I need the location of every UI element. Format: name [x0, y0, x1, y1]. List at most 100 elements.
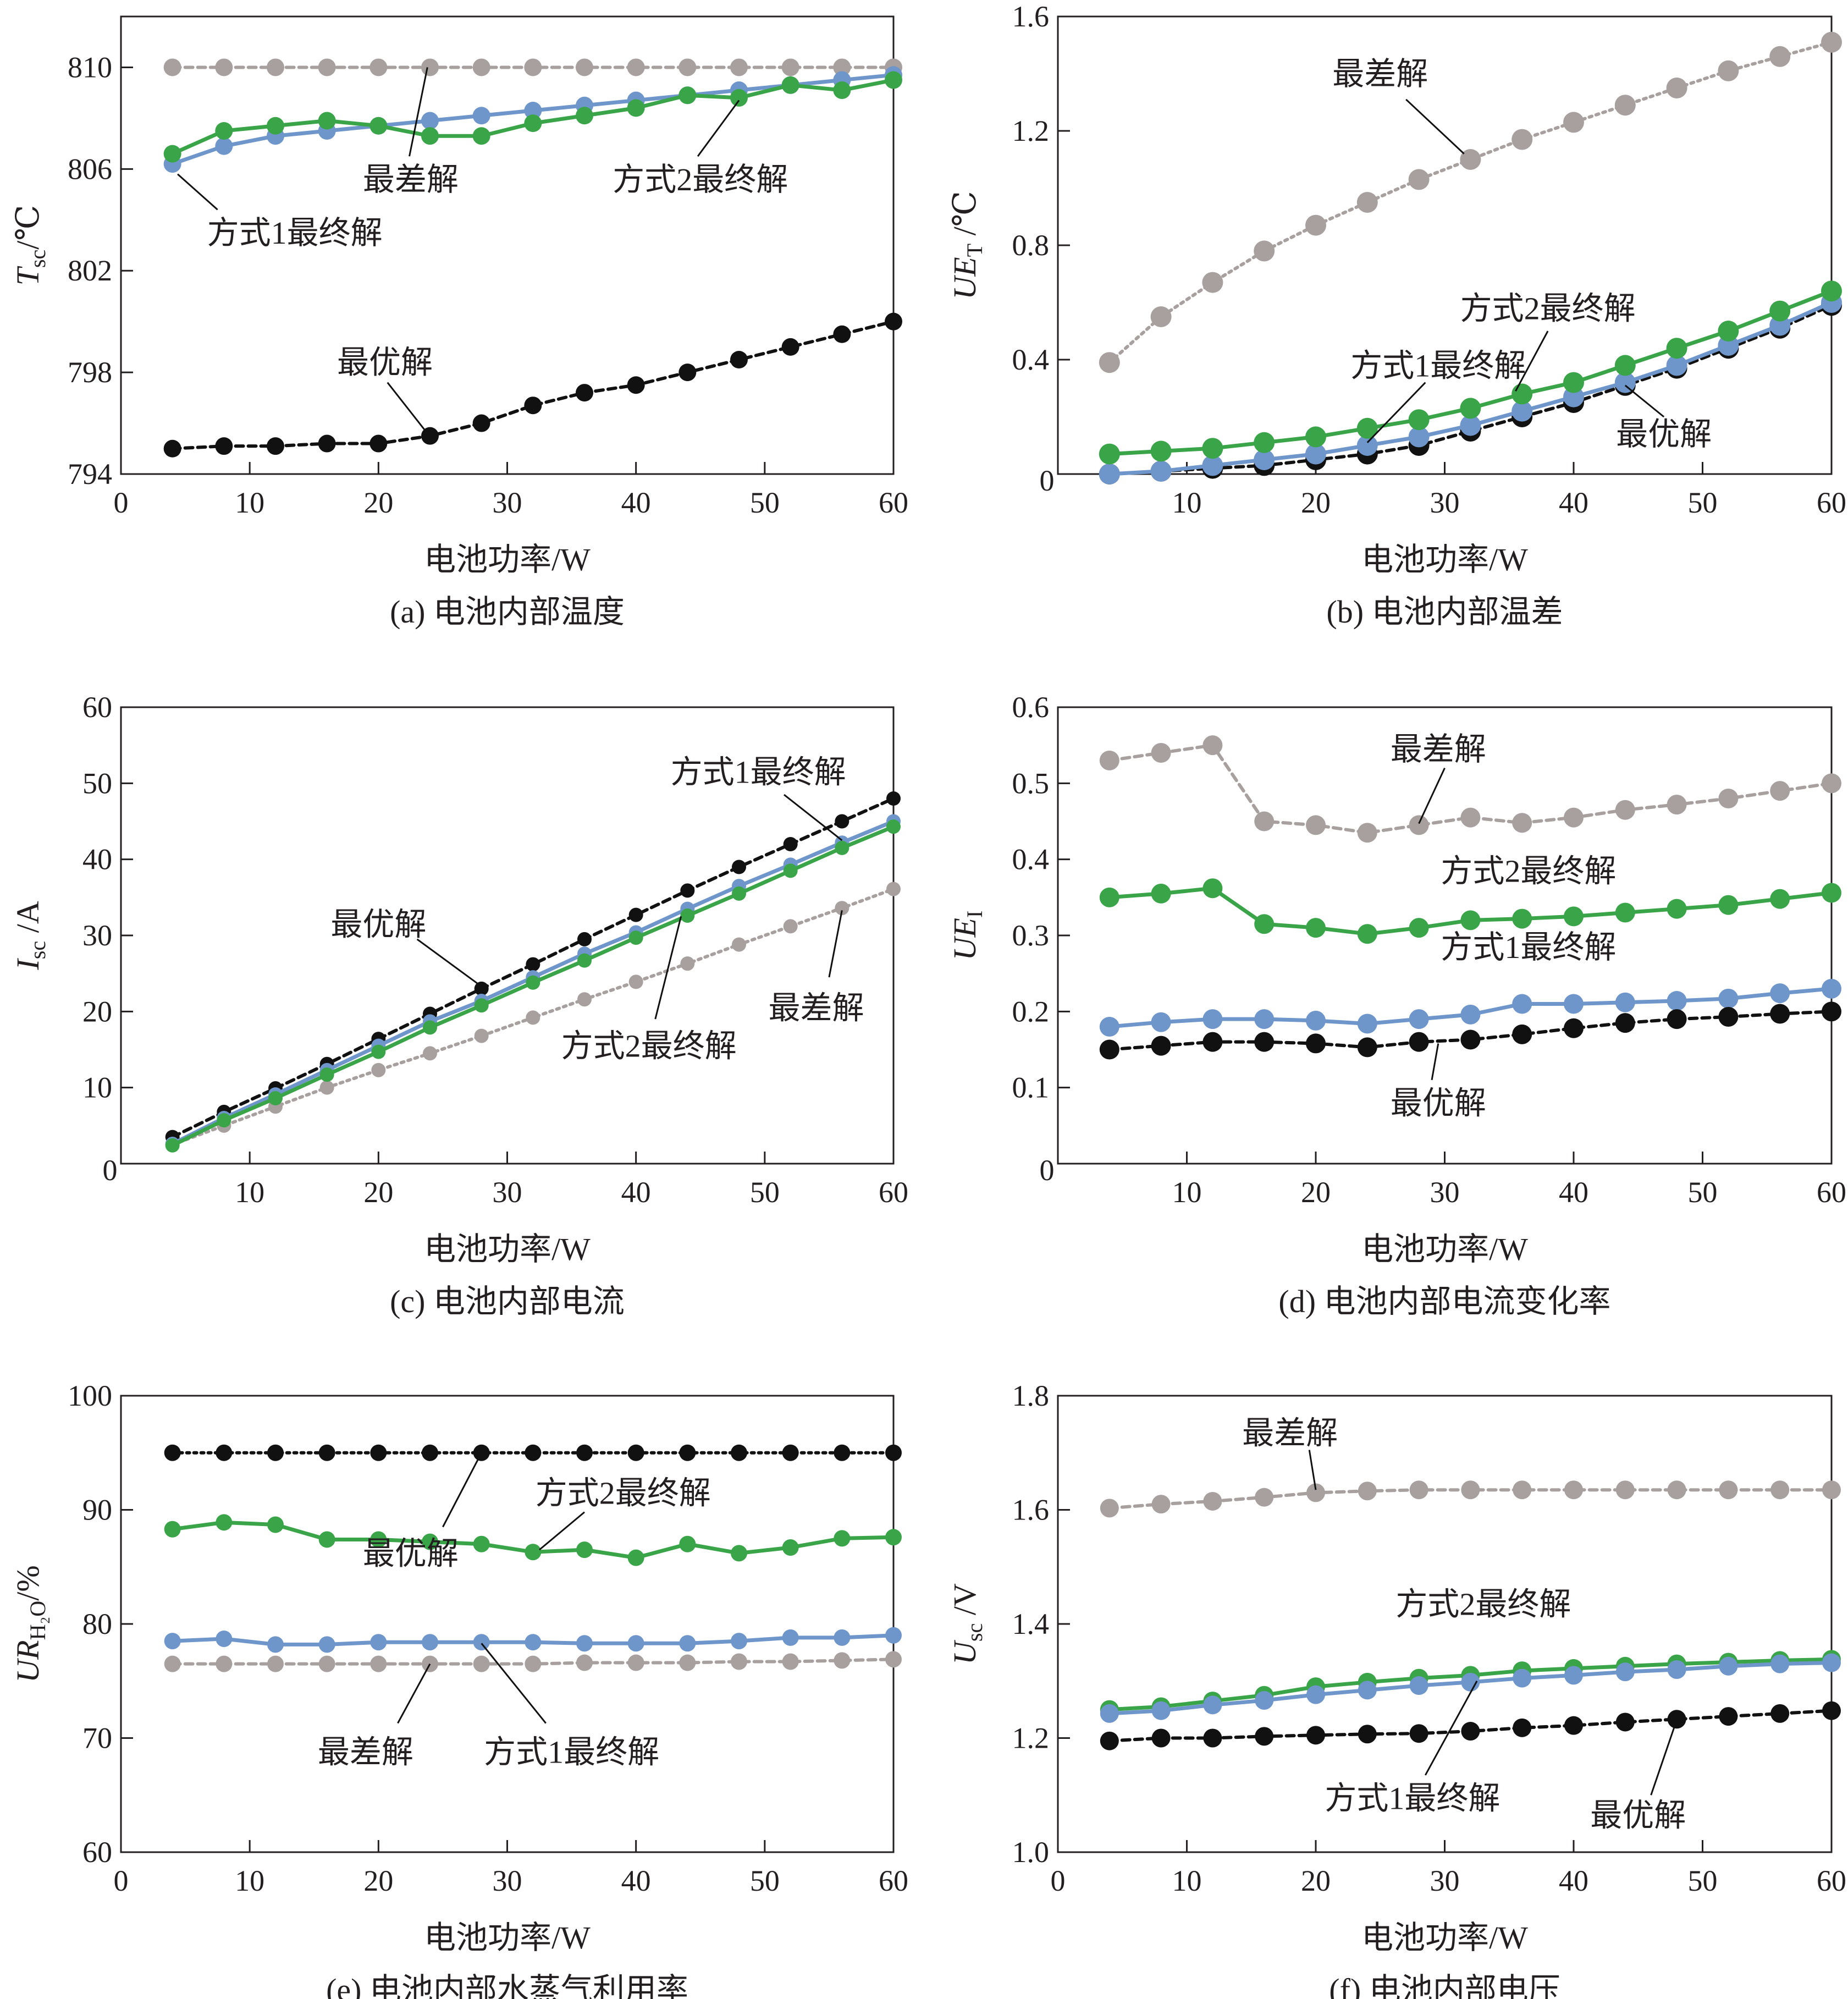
data-point-worst — [731, 1653, 747, 1670]
x-axis-label: 电池功率/W — [424, 1231, 591, 1267]
data-point-worst — [1770, 1480, 1790, 1500]
data-point-worst — [1460, 807, 1481, 828]
data-point-method2 — [1718, 321, 1739, 342]
data-point-worst — [679, 1654, 696, 1671]
data-point-method1 — [1564, 1666, 1583, 1685]
annotation: 方式1最终解 — [1350, 348, 1526, 443]
data-point-worst — [1460, 149, 1481, 170]
annotation-leader-line — [1308, 1450, 1317, 1490]
chart-caption: (c) 电池内部电流 — [390, 1284, 625, 1319]
data-point-worst — [1821, 31, 1842, 53]
data-point-method1 — [1666, 355, 1687, 376]
data-point-method1 — [1564, 994, 1584, 1014]
data-point-optimal — [679, 1444, 696, 1461]
data-point-optimal — [1461, 1722, 1480, 1741]
data-point-method1 — [1718, 335, 1739, 356]
annotation-leader-line — [1515, 331, 1549, 392]
y-tick-label: 50 — [82, 767, 112, 800]
annotation: 最差解 — [1391, 731, 1486, 824]
y-tick-label: 0.6 — [1012, 691, 1050, 724]
data-point-optimal — [318, 1444, 335, 1461]
annotation-leader-line — [784, 794, 843, 841]
y-axis-label-sub: sc — [25, 250, 50, 268]
chart-caption: (a) 电池内部温度 — [390, 594, 625, 630]
annotation-label: 最差解 — [1391, 731, 1486, 767]
data-point-optimal — [1151, 1728, 1171, 1748]
data-point-worst — [1203, 1491, 1222, 1511]
data-point-method2 — [627, 99, 645, 117]
data-point-optimal — [1357, 1037, 1377, 1058]
data-point-method1 — [1100, 1704, 1119, 1723]
annotation-label: 最优解 — [1590, 1798, 1686, 1833]
data-point-worst — [834, 1652, 851, 1669]
annotation: 最优解 — [1391, 1043, 1486, 1121]
data-point-worst — [318, 1655, 335, 1672]
data-point-method2 — [628, 930, 643, 945]
data-point-optimal — [474, 981, 489, 996]
y-axis-label: Isc /A — [10, 901, 50, 970]
data-point-worst — [1563, 112, 1584, 133]
annotation-leader-line — [697, 100, 740, 157]
chart-panel-c: 0 10 20 30 40 50 60 10 20 30 40 50 60 电池功率/W Isc /A (c)… — [10, 691, 908, 1319]
data-point-method2 — [1667, 899, 1687, 919]
data-point-method2 — [627, 1549, 644, 1566]
data-point-optimal — [730, 351, 748, 368]
data-point-worst — [1513, 1480, 1532, 1500]
x-tick-label: 50 — [1688, 1176, 1718, 1209]
data-point-worst — [1255, 1488, 1274, 1507]
data-point-optimal — [885, 312, 902, 331]
y-tick-label: 0.5 — [1012, 767, 1050, 800]
annotation-leader-line — [409, 67, 428, 157]
annotation-label: 方式2最终解 — [1395, 1587, 1571, 1622]
data-point-method1 — [627, 1635, 644, 1652]
annotation: 最优解 — [363, 1452, 482, 1571]
x-tick-label: 40 — [621, 1176, 651, 1209]
data-point-worst — [1151, 743, 1171, 763]
y-axis-label-sub: H₂O — [25, 1601, 50, 1640]
data-point-worst — [1615, 1480, 1635, 1500]
y-tick-label: 0.3 — [1012, 919, 1050, 952]
chart-panel-d: 0 10 20 30 40 50 60 0.1 0.2 0.3 0.4 0.5 0.6 电池功率/W UEI… — [947, 691, 1846, 1319]
x-tick-label: 50 — [1688, 486, 1718, 519]
data-point-worst — [267, 58, 284, 76]
data-point-worst — [369, 58, 388, 76]
annotation-label: 方式1最终解 — [671, 755, 846, 790]
data-point-method2 — [1357, 924, 1377, 944]
data-point-method2 — [267, 1516, 284, 1533]
data-point-method2 — [423, 1020, 437, 1035]
series-worst — [163, 58, 902, 76]
annotation: 最差解 — [1242, 1415, 1338, 1490]
annotation-label: 方式2最终解 — [1460, 290, 1636, 326]
annotation-label: 方式1最终解 — [484, 1734, 659, 1770]
data-point-method1 — [576, 1635, 593, 1652]
annotation: 方式2最终解 — [1460, 290, 1636, 392]
annotation: 方式2最终解 — [1441, 853, 1616, 889]
data-point-worst — [1306, 1483, 1325, 1502]
data-point-method1 — [1563, 386, 1584, 407]
data-point-worst — [1409, 815, 1429, 835]
y-tick-label: 798 — [68, 356, 112, 389]
y-axis-label-unit: /℃ — [10, 205, 46, 250]
data-point-method2 — [472, 127, 490, 145]
data-point-worst — [730, 58, 748, 76]
data-point-method2 — [164, 1521, 181, 1538]
plot-frame — [120, 1395, 895, 1853]
data-point-worst — [1099, 352, 1120, 373]
data-point-optimal — [422, 1444, 438, 1461]
data-point-worst — [886, 882, 901, 896]
data-point-method2 — [215, 122, 233, 140]
data-point-worst — [1770, 781, 1790, 801]
data-point-method1 — [1719, 1656, 1738, 1676]
x-tick-label: 40 — [621, 1864, 651, 1897]
plot-frame — [1057, 15, 1833, 475]
y-tick-label: 1.4 — [1012, 1607, 1050, 1640]
data-point-method2 — [370, 1531, 387, 1548]
x-tick-label: 0 — [1040, 1154, 1055, 1187]
data-point-optimal — [1615, 1013, 1635, 1033]
annotation-leader-line — [481, 1643, 547, 1724]
data-point-optimal — [1306, 1726, 1325, 1745]
series-optimal — [164, 1444, 902, 1461]
data-point-worst — [1822, 773, 1841, 794]
series-method2 — [163, 71, 902, 163]
data-point-optimal — [524, 397, 542, 415]
